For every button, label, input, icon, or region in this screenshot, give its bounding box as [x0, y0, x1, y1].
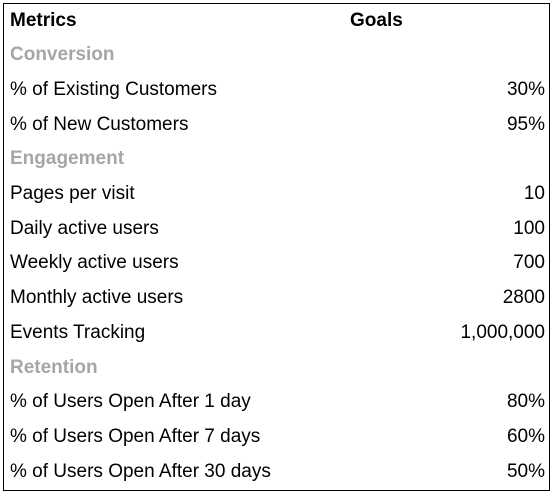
goals-column-header: Goals	[350, 10, 403, 31]
table-row: % of Users Open After 7 days 60%	[4, 420, 549, 455]
table-row: Monthly active users 2800	[4, 281, 549, 316]
section-row-engagement: Engagement	[4, 142, 549, 177]
metric-name: % of Users Open After 7 days	[10, 425, 261, 447]
table-row: Daily active users 100	[4, 211, 549, 246]
table-row: % of Users Open After 30 days 50%	[4, 454, 549, 489]
goal-value: 95%	[506, 113, 545, 135]
goal-value: 700	[513, 252, 545, 274]
goal-value: 1,000,000	[460, 321, 545, 343]
goal-value: 80%	[506, 391, 545, 413]
metric-name: Monthly active users	[10, 287, 184, 309]
metric-name: % of New Customers	[10, 113, 189, 135]
goal-value: 10	[523, 183, 545, 205]
section-row-conversion: Conversion	[4, 38, 549, 73]
table-row: Events Tracking 1,000,000	[4, 316, 549, 351]
section-label: Engagement	[10, 148, 125, 170]
goal-value: 60%	[506, 425, 545, 447]
metric-name: Weekly active users	[10, 252, 179, 274]
goal-value: 2800	[502, 287, 545, 309]
metric-name: Daily active users	[10, 217, 159, 239]
metric-name: % of Users Open After 1 day	[10, 391, 251, 413]
goal-value: 50%	[506, 460, 545, 482]
section-row-retention: Retention	[4, 350, 549, 385]
metric-name: Pages per visit	[10, 183, 135, 205]
metric-name: % of Users Open After 30 days	[10, 460, 271, 482]
table-row: Pages per visit 10	[4, 177, 549, 212]
metric-name: % of Existing Customers	[10, 79, 217, 101]
goal-value: 100	[513, 217, 545, 239]
metrics-goals-table: Metrics Goals Conversion % of Existing C…	[3, 3, 550, 491]
section-label: Conversion	[10, 44, 115, 66]
goal-value: 30%	[506, 79, 545, 101]
table-row: % of New Customers 95%	[4, 107, 549, 142]
table-header-row: Metrics Goals	[4, 4, 549, 38]
metric-name: Events Tracking	[10, 321, 146, 343]
table-row: % of Existing Customers 30%	[4, 73, 549, 108]
section-label: Retention	[10, 356, 98, 378]
metrics-column-header: Metrics	[10, 10, 77, 31]
table-row: % of Users Open After 1 day 80%	[4, 385, 549, 420]
table-row: Weekly active users 700	[4, 246, 549, 281]
